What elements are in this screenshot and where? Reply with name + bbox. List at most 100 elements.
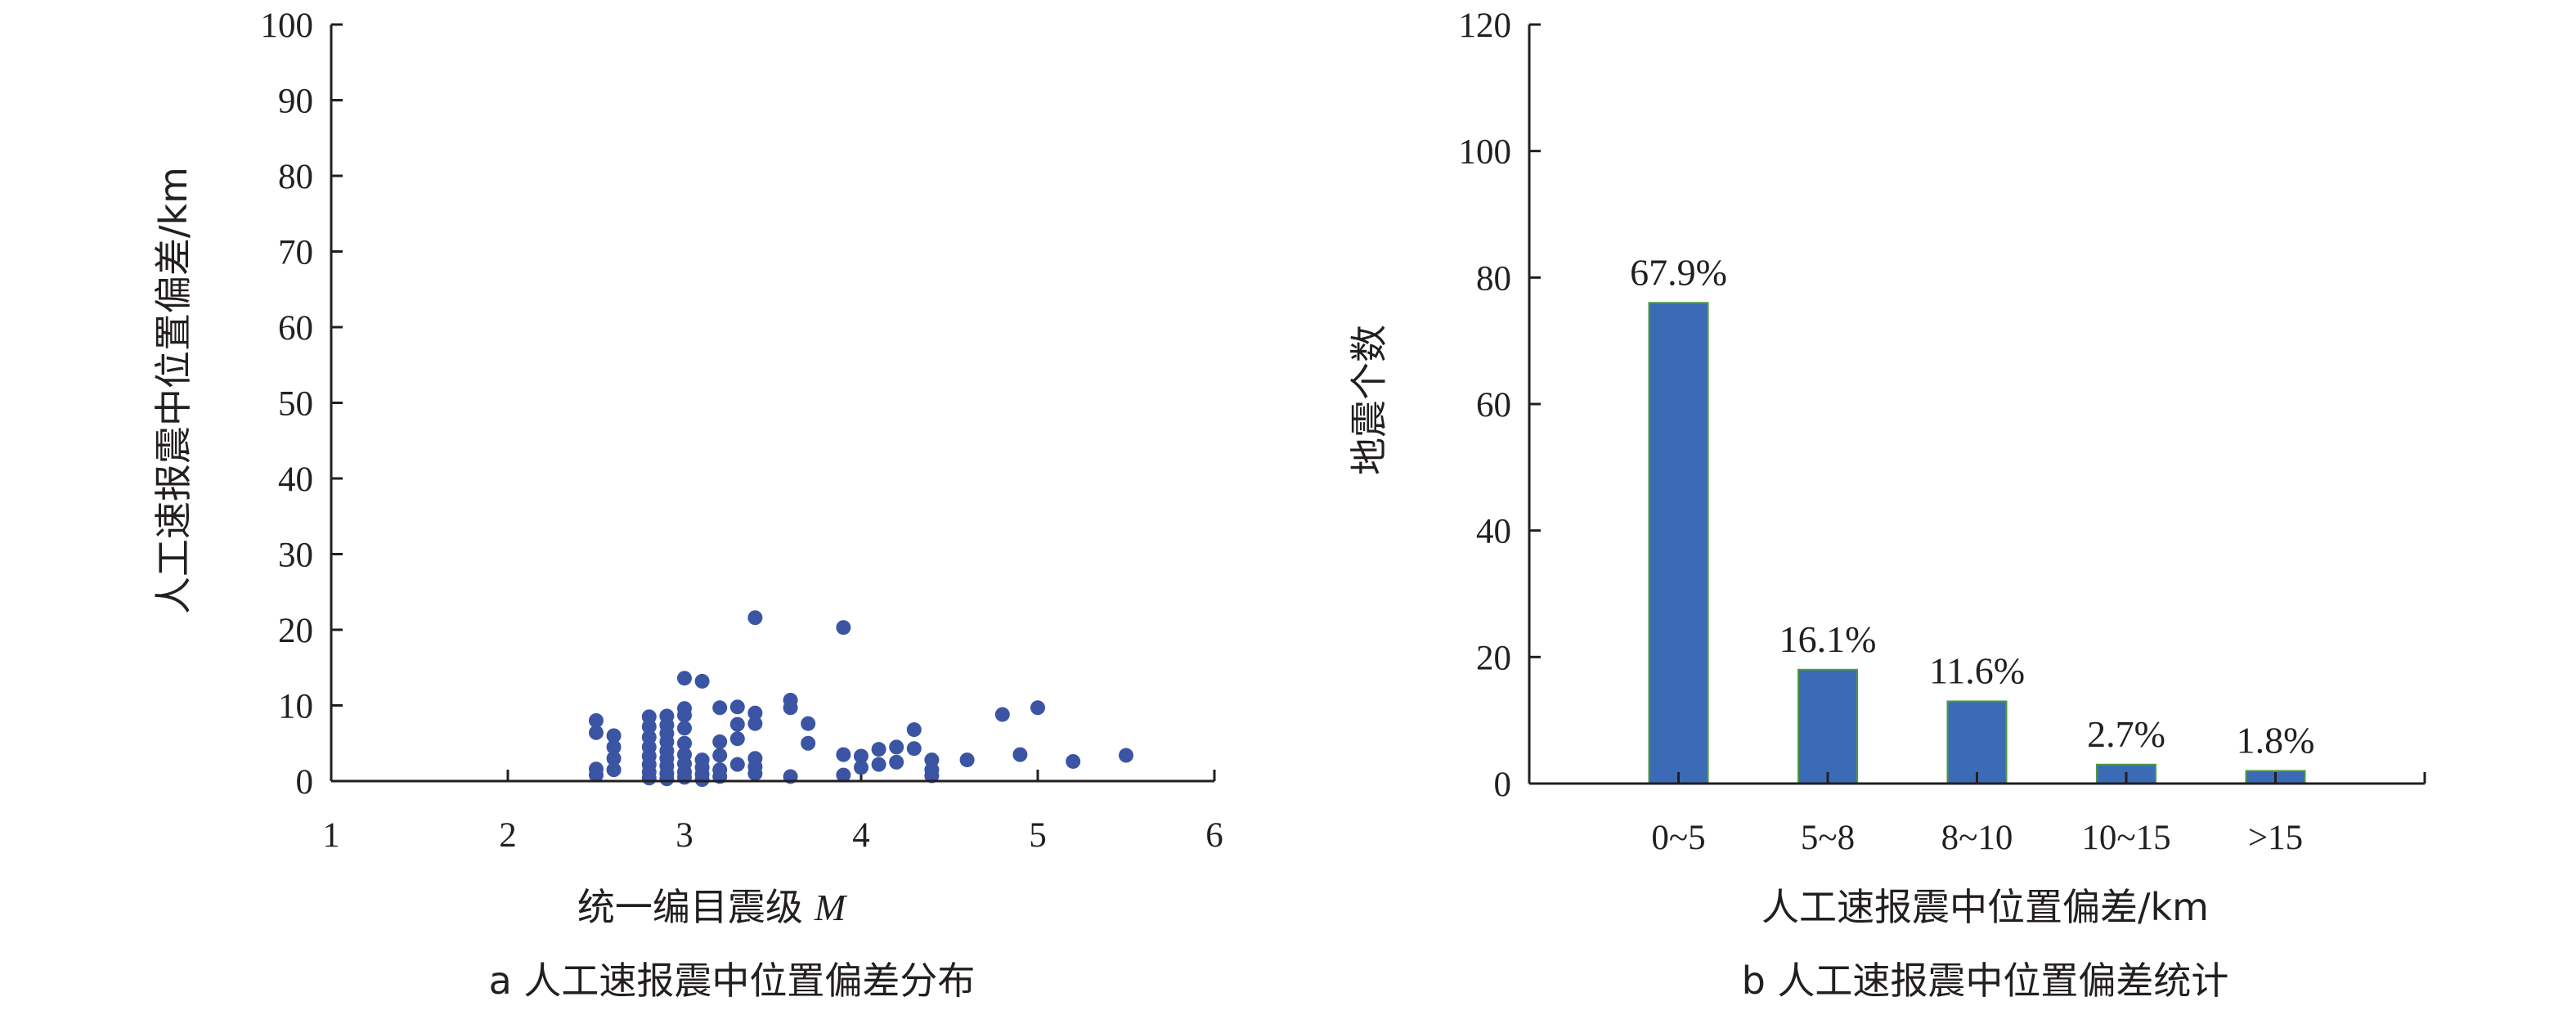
scatter-point bbox=[589, 713, 604, 728]
scatter-point bbox=[889, 739, 904, 755]
bar-x-tick-label: 5~8 bbox=[1801, 819, 1855, 857]
scatter-point bbox=[712, 748, 728, 763]
scatter-x-axis-label-var: M bbox=[814, 887, 848, 928]
scatter-x-tick-label: 5 bbox=[1029, 816, 1047, 855]
scatter-point bbox=[1119, 748, 1133, 763]
scatter-y-tick-label: 100 bbox=[261, 7, 314, 45]
scatter-point bbox=[606, 762, 622, 778]
scatter-point bbox=[959, 752, 975, 768]
bar-y-tick-label: 100 bbox=[1459, 133, 1512, 172]
scatter-point bbox=[1012, 747, 1028, 762]
scatter-y-axis-label: 人工速报震中位置偏差/km bbox=[151, 167, 195, 614]
scatter-point bbox=[801, 716, 816, 731]
scatter-point bbox=[906, 741, 922, 757]
scatter-caption: a 人工速报震中位置偏差分布 bbox=[489, 959, 976, 1003]
scatter-point bbox=[871, 757, 886, 772]
scatter-panel: 0 10 20 30 40 50 60 70 80 90 100 1 2 3 4 5 6 人工速报震中位置偏差… bbox=[151, 7, 1223, 1003]
scatter-point bbox=[1066, 753, 1081, 769]
scatter-point bbox=[677, 770, 692, 785]
scatter-point bbox=[994, 707, 1010, 722]
scatter-point bbox=[677, 735, 692, 751]
scatter-point bbox=[836, 620, 851, 635]
bar-y-tick-label: 40 bbox=[1476, 513, 1511, 551]
scatter-y-tick-label: 50 bbox=[278, 385, 313, 424]
scatter-point bbox=[677, 671, 692, 686]
scatter-y-tick-label: 80 bbox=[278, 158, 313, 196]
scatter-point bbox=[606, 751, 622, 766]
scatter-point bbox=[889, 754, 904, 770]
scatter-y-tick-label: 60 bbox=[278, 309, 313, 348]
scatter-point bbox=[836, 747, 851, 762]
scatter-point bbox=[924, 768, 940, 784]
scatter-y-tick-label: 20 bbox=[278, 612, 313, 650]
scatter-y-tick-label: 10 bbox=[278, 688, 313, 726]
scatter-point bbox=[589, 725, 604, 740]
scatter-point bbox=[906, 722, 922, 738]
bar-x-tick-label: >15 bbox=[2248, 819, 2303, 857]
scatter-x-tick-label: 1 bbox=[322, 816, 340, 855]
scatter-y-tick-label: 0 bbox=[296, 763, 314, 802]
scatter-point bbox=[801, 735, 816, 751]
scatter-x-ticks: 1 2 3 4 5 6 bbox=[322, 770, 1223, 855]
scatter-points bbox=[589, 610, 1133, 788]
scatter-y-tick-label: 30 bbox=[278, 537, 313, 575]
scatter-point bbox=[747, 705, 763, 721]
bar-y-tick-label: 60 bbox=[1476, 386, 1511, 424]
bar-x-tick-label: 0~5 bbox=[1651, 819, 1705, 857]
bar bbox=[1648, 302, 1709, 784]
bar-data-label: 11.6% bbox=[1929, 649, 2025, 691]
scatter-point bbox=[641, 770, 657, 786]
scatter-y-tick-label: 40 bbox=[278, 460, 313, 499]
scatter-point bbox=[641, 719, 657, 734]
scatter-point bbox=[747, 716, 763, 731]
scatter-point bbox=[606, 739, 622, 755]
bar-data-label: 67.9% bbox=[1630, 251, 1727, 293]
scatter-x-tick-label: 3 bbox=[675, 816, 693, 855]
scatter-point bbox=[677, 707, 692, 723]
scatter-point bbox=[836, 767, 851, 783]
scatter-x-tick-label: 4 bbox=[852, 816, 870, 855]
scatter-point bbox=[694, 673, 710, 689]
scatter-point bbox=[589, 767, 604, 783]
bar-x-axis-label: 人工速报震中位置偏差/km bbox=[1761, 885, 2209, 929]
scatter-point bbox=[1030, 700, 1045, 716]
scatter-point bbox=[854, 748, 868, 764]
scatter-point bbox=[606, 728, 622, 743]
scatter-point bbox=[729, 716, 745, 732]
scatter-point bbox=[729, 757, 745, 772]
bar-data-label: 2.7% bbox=[2087, 713, 2165, 755]
scatter-point bbox=[747, 766, 763, 781]
bar-x-tick-label: 10~15 bbox=[2081, 819, 2170, 857]
scatter-point bbox=[729, 731, 745, 747]
bar bbox=[1797, 668, 1858, 784]
scatter-point bbox=[854, 760, 868, 775]
scatter-y-ticks: 0 10 20 30 40 50 60 70 80 90 100 bbox=[261, 7, 343, 802]
bar-y-tick-label: 20 bbox=[1476, 639, 1511, 677]
scatter-point bbox=[677, 721, 692, 736]
bar-y-tick-label: 80 bbox=[1476, 259, 1511, 298]
scatter-point bbox=[871, 742, 886, 757]
scatter-point bbox=[712, 734, 728, 749]
bar-caption: b 人工速报震中位置偏差统计 bbox=[1742, 959, 2229, 1003]
bar-data-label: 16.1% bbox=[1779, 618, 1877, 660]
bar-y-tick-label: 0 bbox=[1494, 766, 1512, 804]
scatter-point bbox=[729, 699, 745, 715]
bar-x-tick-label: 8~10 bbox=[1941, 819, 2013, 857]
scatter-x-tick-label: 2 bbox=[499, 816, 517, 855]
scatter-point bbox=[694, 772, 710, 788]
scatter-point bbox=[712, 700, 728, 716]
bar-data-label: 1.8% bbox=[2237, 720, 2315, 761]
bar-x-ticks: 0~5 5~8 8~10 10~15 >15 bbox=[1651, 772, 2426, 857]
scatter-x-axis-label-text: 统一编目震级 bbox=[577, 885, 803, 929]
scatter-y-tick-label: 70 bbox=[278, 234, 313, 272]
bars: 67.9% 16.1% 11.6% 2.7% 1.8% bbox=[1630, 251, 2315, 785]
scatter-x-tick-label: 6 bbox=[1205, 816, 1223, 855]
bar-y-tick-label: 120 bbox=[1459, 7, 1512, 45]
bar bbox=[1946, 700, 2008, 785]
scatter-point bbox=[747, 610, 763, 626]
scatter-y-tick-label: 90 bbox=[278, 83, 313, 121]
scatter-point bbox=[783, 700, 798, 716]
scatter-x-axis-label: 统一编目震级 M bbox=[577, 885, 848, 929]
